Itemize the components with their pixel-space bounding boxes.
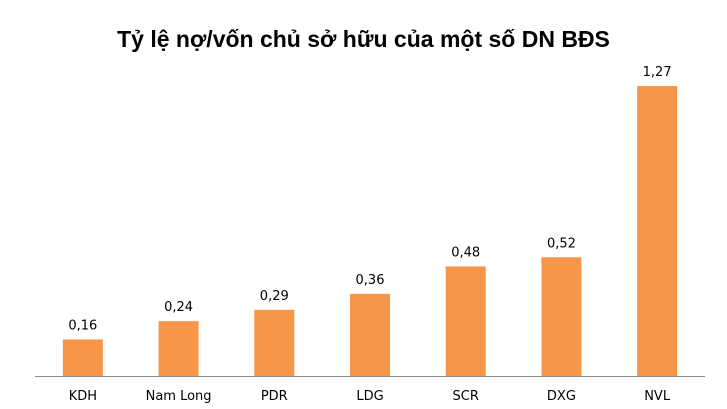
data-label-dxg: 0,52 bbox=[547, 236, 576, 251]
bar-nam-long bbox=[158, 321, 199, 376]
chart-title: Tỷ lệ nợ/vốn chủ sở hữu của một số DN BĐ… bbox=[117, 26, 610, 52]
x-tick-label-nam-long: Nam Long bbox=[146, 389, 212, 404]
x-tick-label-pdr: PDR bbox=[261, 389, 288, 404]
data-label-kdh: 0,16 bbox=[68, 318, 97, 333]
x-tick-label-nvl: NVL bbox=[644, 389, 671, 404]
bar-scr bbox=[445, 266, 486, 376]
data-label-pdr: 0,29 bbox=[260, 289, 289, 304]
data-label-scr: 0,48 bbox=[451, 245, 480, 260]
x-tick-label-scr: SCR bbox=[453, 389, 479, 404]
bar-nvl bbox=[637, 86, 678, 376]
data-label-nvl: 1,27 bbox=[643, 65, 672, 80]
bar-kdh bbox=[62, 339, 103, 376]
bar-dxg bbox=[541, 257, 582, 376]
bar-ldg bbox=[350, 293, 390, 376]
data-label-nam-long: 0,24 bbox=[164, 300, 193, 315]
bar-pdr bbox=[254, 309, 295, 376]
x-tick-label-dxg: DXG bbox=[547, 389, 576, 404]
x-tick-label-ldg: LDG bbox=[356, 389, 383, 404]
x-tick-label-kdh: KDH bbox=[69, 389, 97, 404]
data-labels-group: 0,16 0,24 0,29 0,36 0,48 0,52 1,27 bbox=[68, 65, 671, 333]
x-tick-labels-group: KDH Nam Long PDR LDG SCR DXG NVL bbox=[69, 389, 671, 404]
data-label-ldg: 0,36 bbox=[356, 273, 385, 288]
bars-group bbox=[62, 86, 678, 376]
